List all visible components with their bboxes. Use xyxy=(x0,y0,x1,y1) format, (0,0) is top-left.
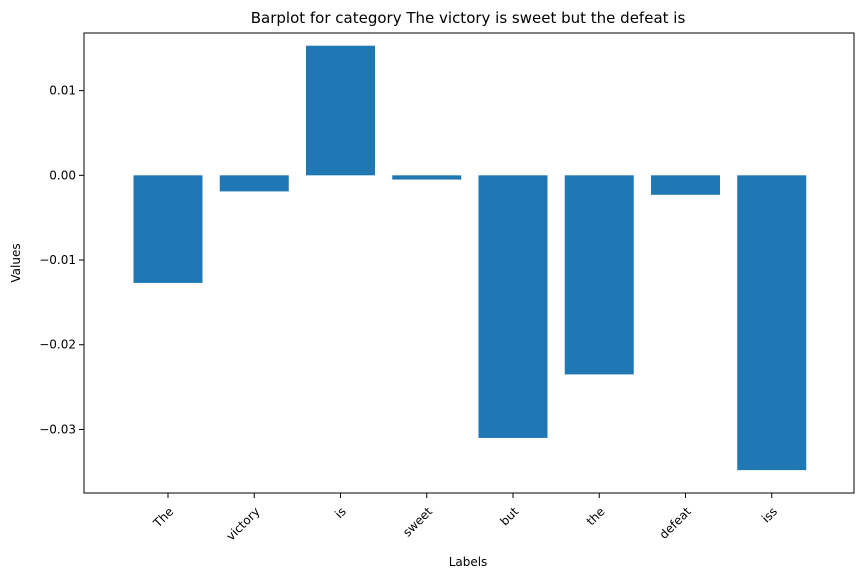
bar-iss xyxy=(737,175,807,471)
y-axis-label: Values xyxy=(9,243,23,282)
bars-group xyxy=(133,45,807,471)
bar-victory xyxy=(219,175,289,192)
x-tick-label-iss: iss xyxy=(759,504,780,525)
x-axis: The victory is sweet but the defeat iss xyxy=(150,493,780,543)
y-axis: 0.01 0.00 −0.01 −0.02 −0.03 xyxy=(39,84,84,436)
x-tick-label-victory: victory xyxy=(224,504,263,543)
plot-frame xyxy=(83,32,855,494)
bar-sweet xyxy=(392,175,462,180)
x-axis-label: Labels xyxy=(449,555,488,569)
x-tick-label-is: is xyxy=(332,504,349,521)
bar-The xyxy=(133,175,203,283)
x-tick-label-The: The xyxy=(150,504,176,530)
x-tick-label-but: but xyxy=(497,504,521,528)
y-tick-label-1: 0.00 xyxy=(49,168,76,182)
bar-but xyxy=(478,175,548,438)
x-tick-label-sweet: sweet xyxy=(400,504,435,539)
x-tick-label-defeat: defeat xyxy=(657,504,694,541)
y-tick-label-3: −0.02 xyxy=(39,338,76,352)
y-tick-label-2: −0.01 xyxy=(39,253,76,267)
bar-the xyxy=(564,175,634,375)
y-tick-label-4: −0.03 xyxy=(39,422,76,436)
chart-title: Barplot for category The victory is swee… xyxy=(251,9,686,27)
y-tick-label-0: 0.01 xyxy=(49,84,76,98)
bar-is xyxy=(306,45,375,176)
bar-defeat xyxy=(651,175,720,195)
x-tick-label-the: the xyxy=(584,504,608,528)
